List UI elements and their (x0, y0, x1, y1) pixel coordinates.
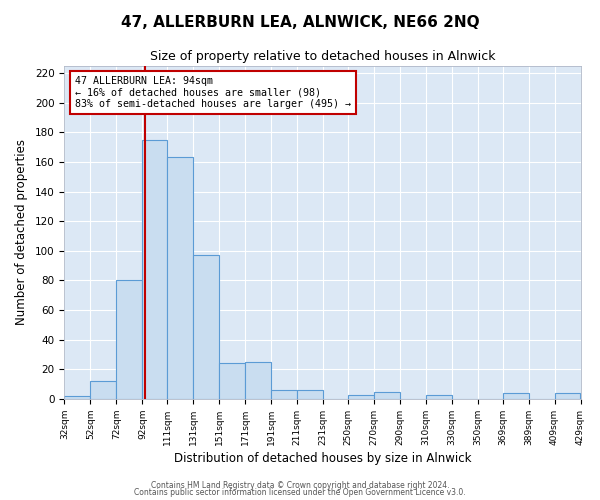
Bar (64, 396, 91, 399)
Bar (554, 393, 580, 399)
Bar (374, 392, 400, 399)
Bar (167, 158, 193, 399)
Y-axis label: Number of detached properties: Number of detached properties (15, 140, 28, 326)
Text: 47 ALLERBURN LEA: 94sqm
← 16% of detached houses are smaller (98)
83% of semi-de: 47 ALLERBURN LEA: 94sqm ← 16% of detache… (75, 76, 351, 109)
Bar (503, 393, 529, 399)
Bar (297, 390, 323, 399)
Text: Contains HM Land Registry data © Crown copyright and database right 2024.: Contains HM Land Registry data © Crown c… (151, 480, 449, 490)
Text: 47, ALLERBURN LEA, ALNWICK, NE66 2NQ: 47, ALLERBURN LEA, ALNWICK, NE66 2NQ (121, 15, 479, 30)
Bar (219, 364, 245, 399)
Bar (426, 394, 452, 399)
Bar (193, 255, 219, 399)
Bar (142, 140, 167, 399)
Title: Size of property relative to detached houses in Alnwick: Size of property relative to detached ho… (150, 50, 495, 63)
Bar (271, 390, 297, 399)
Bar (348, 394, 374, 399)
Bar (91, 381, 116, 399)
Bar (245, 362, 271, 399)
Bar (116, 280, 142, 399)
Text: Contains public sector information licensed under the Open Government Licence v3: Contains public sector information licen… (134, 488, 466, 497)
X-axis label: Distribution of detached houses by size in Alnwick: Distribution of detached houses by size … (174, 452, 471, 465)
